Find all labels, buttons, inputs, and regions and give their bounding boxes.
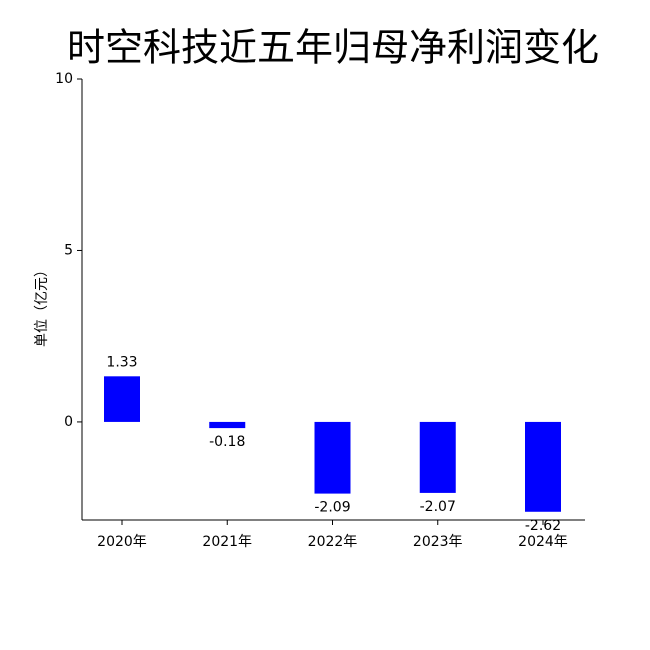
bar: [419, 421, 456, 493]
x-tick-label: 2023年: [413, 534, 463, 550]
chart-title: 时空科技近五年归母净利润变化: [67, 26, 599, 70]
y-tick-label: 0: [64, 414, 73, 430]
x-tick-label: 2022年: [308, 534, 358, 550]
bar: [104, 376, 140, 422]
data-label: -0.18: [209, 434, 245, 450]
data-label: 1.33: [106, 354, 137, 370]
x-tick-label: 2024年: [518, 534, 568, 550]
y-tick-label: 10: [55, 71, 73, 87]
x-tick-label: 2020年: [97, 534, 147, 550]
bar: [314, 421, 351, 494]
y-axis-label: 单位（亿元）: [34, 263, 50, 347]
bar: [525, 421, 561, 512]
data-label: -2.62: [525, 518, 561, 534]
data-label: -2.07: [420, 499, 456, 515]
x-tick-label: 2021年: [202, 534, 252, 550]
bar: [209, 421, 246, 429]
y-tick-label: 5: [64, 242, 73, 258]
data-label: -2.09: [314, 500, 350, 516]
